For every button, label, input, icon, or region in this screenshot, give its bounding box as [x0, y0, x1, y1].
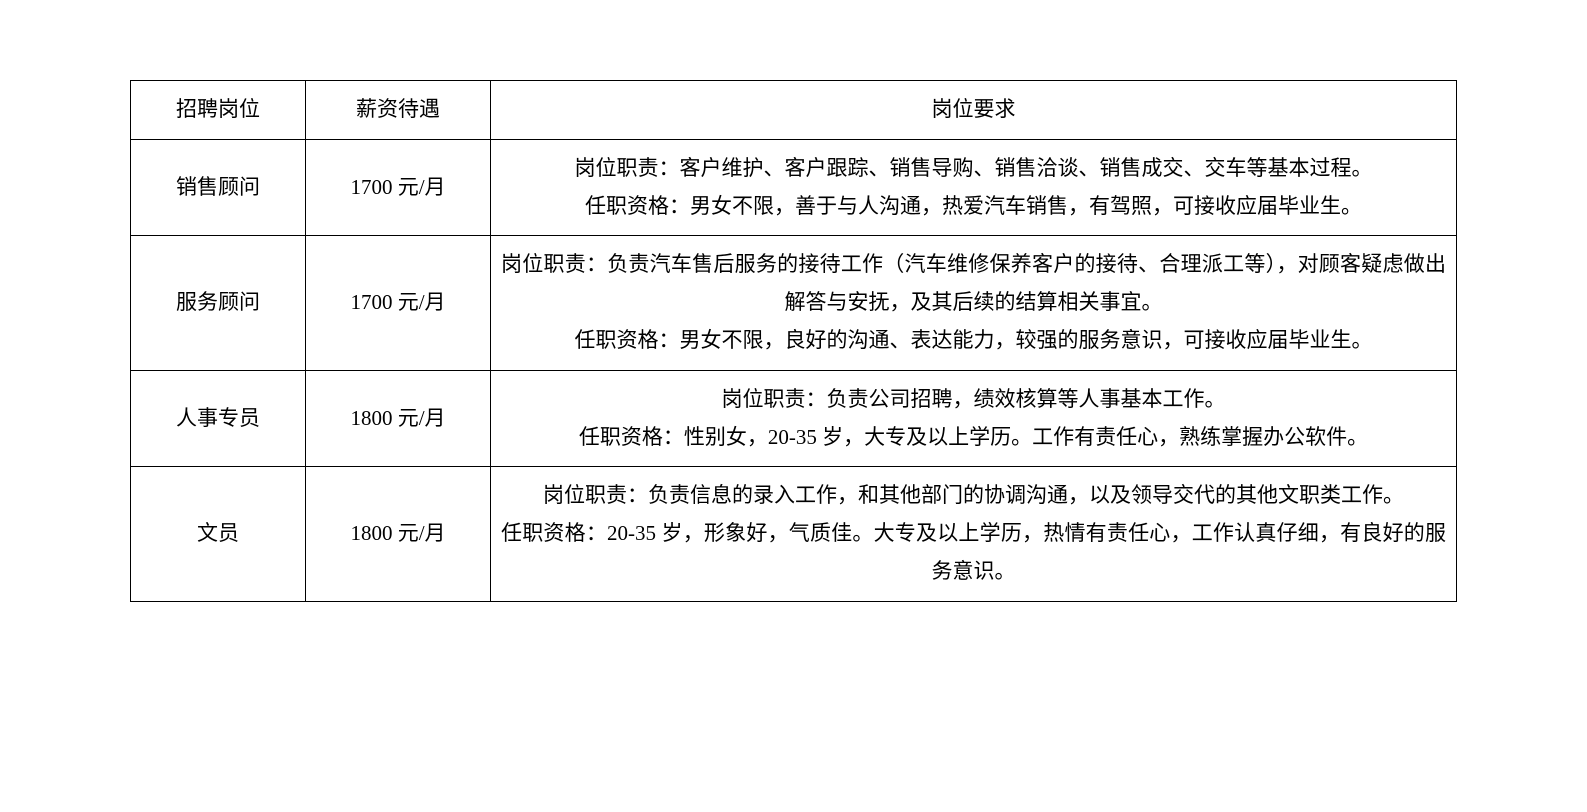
- cell-requirement: 岗位职责：客户维护、客户跟踪、销售导购、销售洽谈、销售成交、交车等基本过程。 任…: [491, 139, 1457, 236]
- cell-position: 销售顾问: [131, 139, 306, 236]
- duty-text: 岗位职责：客户维护、客户跟踪、销售导购、销售洽谈、销售成交、交车等基本过程。: [501, 150, 1446, 188]
- cell-position: 人事专员: [131, 370, 306, 467]
- cell-requirement: 岗位职责：负责信息的录入工作，和其他部门的协调沟通，以及领导交代的其他文职类工作…: [491, 467, 1457, 601]
- cell-salary: 1800 元/月: [306, 370, 491, 467]
- qualification-text: 任职资格：男女不限，善于与人沟通，热爱汽车销售，有驾照，可接收应届毕业生。: [501, 188, 1446, 226]
- cell-position: 服务顾问: [131, 236, 306, 370]
- duty-text: 岗位职责：负责汽车售后服务的接待工作（汽车维修保养客户的接待、合理派工等），对顾…: [501, 246, 1446, 322]
- cell-requirement: 岗位职责：负责公司招聘，绩效核算等人事基本工作。 任职资格：性别女，20-35 …: [491, 370, 1457, 467]
- header-salary: 薪资待遇: [306, 81, 491, 140]
- table-row: 文员 1800 元/月 岗位职责：负责信息的录入工作，和其他部门的协调沟通，以及…: [131, 467, 1457, 601]
- qualification-text: 任职资格：男女不限，良好的沟通、表达能力，较强的服务意识，可接收应届毕业生。: [501, 322, 1446, 360]
- cell-position: 文员: [131, 467, 306, 601]
- job-listing-table: 招聘岗位 薪资待遇 岗位要求 销售顾问 1700 元/月 岗位职责：客户维护、客…: [130, 80, 1457, 602]
- table-header-row: 招聘岗位 薪资待遇 岗位要求: [131, 81, 1457, 140]
- duty-text: 岗位职责：负责公司招聘，绩效核算等人事基本工作。: [501, 381, 1446, 419]
- qualification-text: 任职资格：20-35 岁，形象好，气质佳。大专及以上学历，热情有责任心，工作认真…: [501, 515, 1446, 591]
- cell-requirement: 岗位职责：负责汽车售后服务的接待工作（汽车维修保养客户的接待、合理派工等），对顾…: [491, 236, 1457, 370]
- table-row: 人事专员 1800 元/月 岗位职责：负责公司招聘，绩效核算等人事基本工作。 任…: [131, 370, 1457, 467]
- table-row: 销售顾问 1700 元/月 岗位职责：客户维护、客户跟踪、销售导购、销售洽谈、销…: [131, 139, 1457, 236]
- cell-salary: 1800 元/月: [306, 467, 491, 601]
- cell-salary: 1700 元/月: [306, 139, 491, 236]
- qualification-text: 任职资格：性别女，20-35 岁，大专及以上学历。工作有责任心，熟练掌握办公软件…: [501, 419, 1446, 457]
- header-position: 招聘岗位: [131, 81, 306, 140]
- cell-salary: 1700 元/月: [306, 236, 491, 370]
- header-requirement: 岗位要求: [491, 81, 1457, 140]
- table-row: 服务顾问 1700 元/月 岗位职责：负责汽车售后服务的接待工作（汽车维修保养客…: [131, 236, 1457, 370]
- duty-text: 岗位职责：负责信息的录入工作，和其他部门的协调沟通，以及领导交代的其他文职类工作…: [501, 477, 1446, 515]
